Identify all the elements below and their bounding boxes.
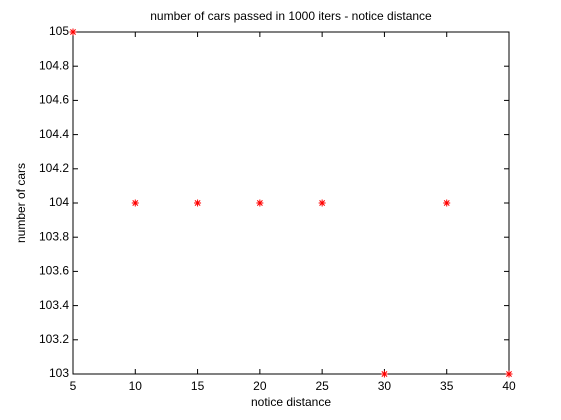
y-axis-label: number of cars xyxy=(14,163,28,243)
marker xyxy=(256,199,264,207)
y-tick-label: 104.2 xyxy=(39,161,69,175)
y-tick-label: 103.6 xyxy=(39,264,69,278)
marker xyxy=(131,199,139,207)
y-tick-label: 103.4 xyxy=(39,298,69,312)
marker xyxy=(318,199,326,207)
x-tick-label: 20 xyxy=(253,379,267,393)
plot-area xyxy=(72,31,510,375)
marker xyxy=(505,370,513,378)
x-tick-label: 35 xyxy=(440,379,454,393)
marker xyxy=(380,370,388,378)
marker xyxy=(69,28,77,36)
x-tick-label: 15 xyxy=(191,379,205,393)
chart-title: number of cars passed in 1000 iters - no… xyxy=(150,9,432,23)
y-tick-label: 104.4 xyxy=(39,127,69,141)
y-tick-label: 104.8 xyxy=(39,58,69,72)
y-tick-label: 104 xyxy=(49,195,69,209)
y-tick-label: 104.6 xyxy=(39,93,69,107)
marker xyxy=(194,199,202,207)
y-tick-label: 103.2 xyxy=(39,332,69,346)
x-axis-label: notice distance xyxy=(251,395,331,409)
x-tick-label: 40 xyxy=(502,379,516,393)
x-tick-label: 25 xyxy=(315,379,329,393)
x-tick-label: 30 xyxy=(378,379,392,393)
marker xyxy=(443,199,451,207)
y-tick-label: 103 xyxy=(49,366,69,380)
y-tick-label: 103.8 xyxy=(39,229,69,243)
x-tick-label: 10 xyxy=(129,379,143,393)
y-tick-label: 105 xyxy=(49,24,69,38)
x-tick-label: 5 xyxy=(70,379,77,393)
